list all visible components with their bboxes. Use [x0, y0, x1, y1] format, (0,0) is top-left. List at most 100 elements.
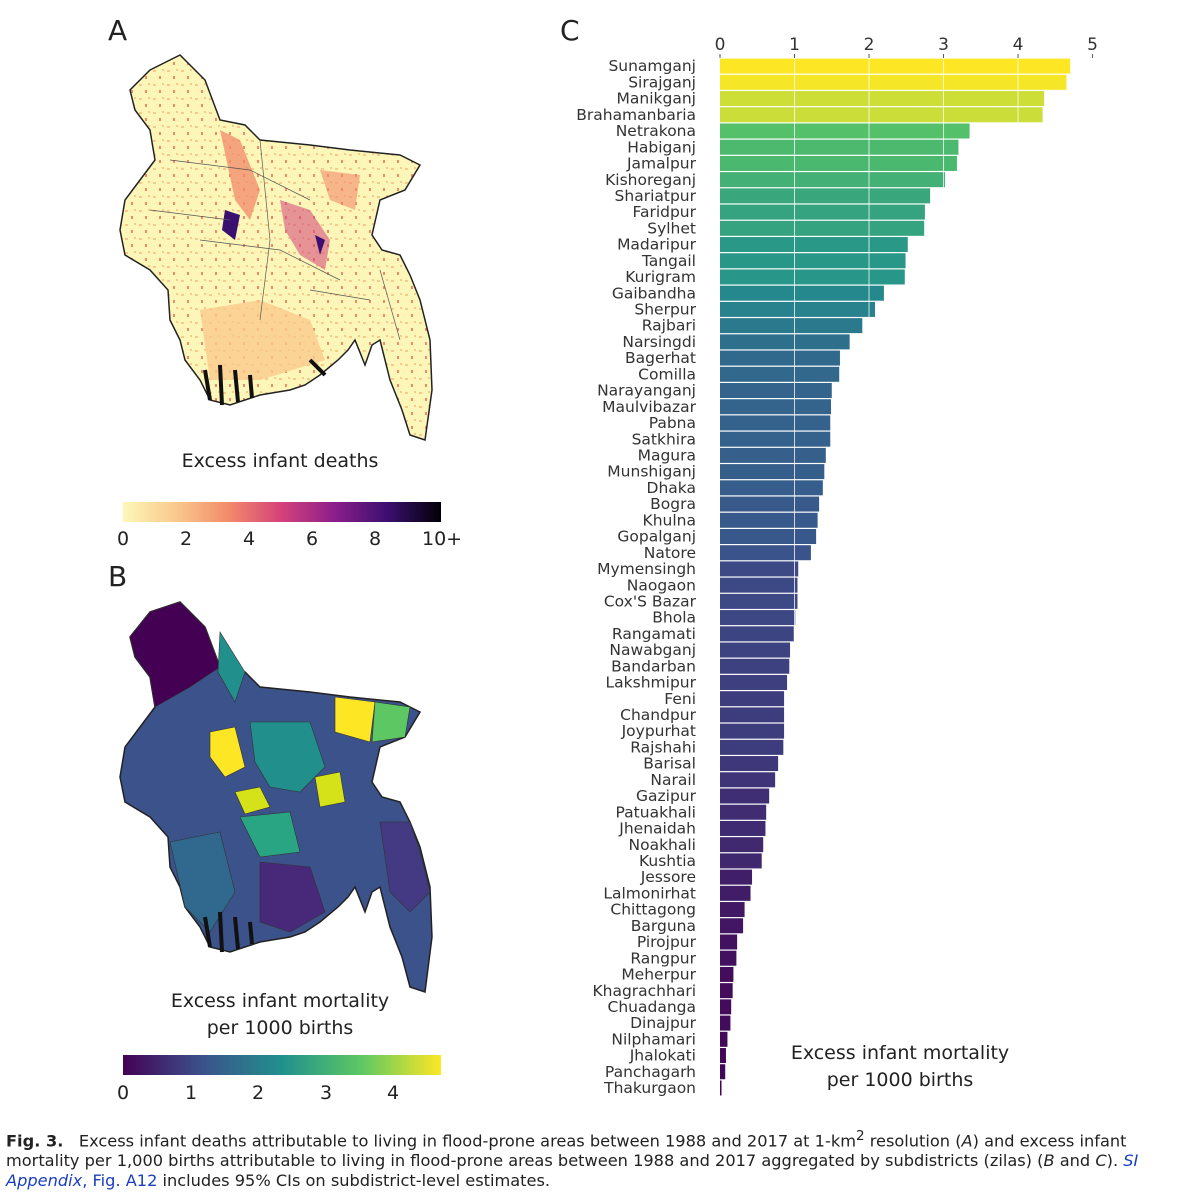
bar	[720, 220, 925, 236]
category-label: Rangpur	[630, 949, 696, 967]
category-label: Thakurgaon	[603, 1079, 696, 1097]
coastal-islands-b	[203, 911, 254, 953]
category-label: Rajbari	[642, 317, 696, 335]
bar	[720, 691, 785, 707]
bar	[720, 172, 946, 188]
region-chittagong-hills	[379, 821, 431, 913]
bar	[720, 366, 840, 382]
panel-a-letter: A	[108, 14, 128, 47]
region-kurigram	[217, 631, 246, 703]
category-label: Naogaon	[627, 576, 696, 594]
category-label: Khagrachhari	[592, 982, 696, 1000]
region-netrakona	[334, 696, 376, 743]
caption-part1: Excess infant deaths attributable to liv…	[78, 1131, 856, 1151]
category-label: Patuakhali	[616, 803, 696, 821]
category-label: Shariatpur	[615, 187, 697, 205]
bar	[720, 350, 840, 366]
bar	[720, 869, 753, 885]
panel-b-legend-title-line1: Excess infant mortality	[170, 990, 390, 1012]
bar	[720, 561, 799, 577]
bar	[720, 918, 744, 934]
category-label: Rangamati	[612, 625, 696, 643]
panel-c-legend-title-line1: Excess infant mortality	[790, 1042, 1010, 1064]
caption-part5: includes 95% CIs on subdistrict-level es…	[157, 1171, 551, 1191]
bar	[720, 658, 790, 674]
bar	[720, 885, 751, 901]
category-label: Madaripur	[617, 236, 697, 254]
panel-a-legend-title: Excess infant deaths	[181, 450, 379, 472]
region-manikganj	[234, 786, 271, 815]
bar	[720, 301, 875, 317]
bar	[720, 447, 826, 463]
region-sylhet	[371, 701, 411, 743]
x-tick-label: 2	[864, 35, 875, 55]
category-label: Jamalpur	[626, 155, 697, 173]
si-figure-link[interactable]: , Fig. A12	[82, 1171, 158, 1191]
category-label: Sylhet	[647, 219, 696, 237]
region-sirajganj	[209, 726, 246, 778]
bar	[720, 902, 745, 918]
bar	[720, 253, 906, 269]
category-label: Chittagong	[610, 901, 696, 919]
category-label: Panchagarh	[605, 1063, 696, 1081]
bar	[720, 707, 785, 723]
bar	[720, 577, 798, 593]
region-brahmanbaria	[314, 771, 346, 808]
bar	[720, 674, 788, 690]
category-label: Tangail	[641, 252, 696, 270]
x-tick-label: 5	[1087, 35, 1098, 55]
bar	[720, 415, 831, 431]
bar	[720, 496, 820, 512]
category-label: Bagerhat	[625, 349, 696, 367]
category-label: Munshiganj	[607, 463, 696, 481]
bar	[720, 334, 850, 350]
category-label: Faridpur	[632, 203, 696, 221]
bar	[720, 107, 1043, 123]
category-label: Mymensingh	[597, 560, 696, 578]
region-south-dark	[259, 861, 326, 933]
x-tick-label: 4	[1013, 35, 1024, 55]
bar	[720, 1031, 728, 1047]
flood-deaths-map	[119, 54, 433, 441]
category-label: Bandarban	[611, 657, 696, 675]
category-label: Kishoreganj	[605, 171, 696, 189]
bar	[720, 188, 931, 204]
category-label: Narayanganj	[597, 382, 696, 400]
bar	[720, 399, 832, 415]
bar	[720, 204, 925, 220]
bar	[720, 820, 766, 836]
bar	[720, 74, 1067, 90]
panel-a-colorbar	[123, 502, 441, 522]
panel-c-letter: C	[560, 14, 580, 47]
colorbar-a-tick: 0	[117, 528, 130, 550]
colorbar-b-tick: 3	[320, 1082, 333, 1104]
bar	[720, 269, 905, 285]
x-tick-label: 0	[715, 35, 726, 55]
bar	[720, 788, 770, 804]
bar	[720, 723, 785, 739]
bar	[720, 739, 784, 755]
x-tick-label: 1	[789, 35, 800, 55]
category-label: Rajshahi	[630, 738, 696, 756]
mortality-bar-chart: 0 1 2 3 4 5 SunamganjSirajganjManikganjBrahama…	[576, 35, 1098, 1097]
category-label: Bogra	[650, 495, 696, 513]
si-appendix-link[interactable]: SI Appendix	[6, 1151, 1139, 1191]
caption-part4: ).	[1106, 1151, 1124, 1171]
coastal-islands-a	[203, 358, 327, 406]
category-label: Feni	[664, 690, 696, 708]
region-faridpur	[239, 811, 301, 858]
bar	[720, 285, 884, 301]
category-label: Nilphamari	[611, 1030, 696, 1048]
colorbar-b-tick: 1	[185, 1082, 198, 1104]
category-label: Gopalganj	[617, 528, 696, 546]
category-label: Nawabganj	[609, 641, 696, 659]
category-label: Jessore	[640, 868, 696, 886]
bar	[720, 756, 779, 772]
category-label: Narsingdi	[622, 333, 696, 351]
mortality-choropleth-map	[119, 601, 433, 994]
flood-hotspot-2	[315, 235, 325, 255]
category-label: Meherpur	[621, 966, 696, 984]
category-label: Brahamanbaria	[576, 106, 696, 124]
bar	[720, 966, 734, 982]
category-label: Satkhira	[632, 430, 696, 448]
